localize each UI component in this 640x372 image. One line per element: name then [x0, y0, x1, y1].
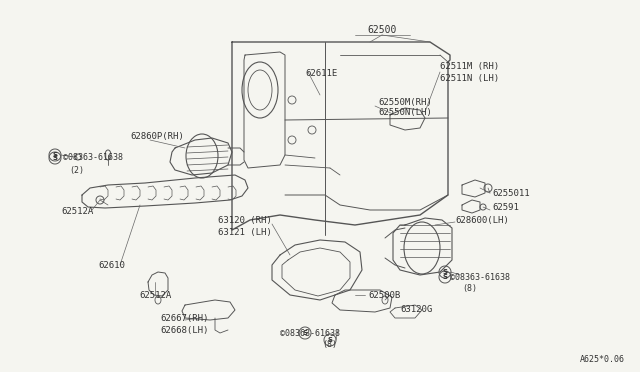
- Text: 62611E: 62611E: [305, 68, 337, 77]
- Text: 62667(RH): 62667(RH): [161, 314, 209, 323]
- Text: ©08363-61638: ©08363-61638: [450, 273, 510, 282]
- Text: 62512A: 62512A: [139, 291, 171, 299]
- Text: S: S: [328, 337, 333, 343]
- Text: 62860P(RH): 62860P(RH): [130, 131, 184, 141]
- Text: 6255011: 6255011: [492, 189, 530, 199]
- Text: 62550N(LH): 62550N(LH): [378, 109, 432, 118]
- Text: S: S: [442, 274, 447, 280]
- Text: 63121 (LH): 63121 (LH): [218, 228, 272, 237]
- Text: (8): (8): [323, 340, 337, 350]
- Text: 62512A: 62512A: [61, 208, 94, 217]
- Text: 63120G: 63120G: [400, 305, 432, 314]
- Text: S: S: [52, 152, 58, 158]
- Text: 62668(LH): 62668(LH): [161, 326, 209, 334]
- Text: 62500: 62500: [367, 25, 397, 35]
- Text: 62610: 62610: [99, 260, 125, 269]
- Text: (2): (2): [70, 166, 84, 174]
- Text: ©08363-61638: ©08363-61638: [63, 154, 123, 163]
- Text: 62550M(RH): 62550M(RH): [378, 97, 432, 106]
- Text: S: S: [52, 155, 58, 161]
- Text: A625*0.06: A625*0.06: [580, 356, 625, 365]
- Text: S: S: [303, 330, 307, 336]
- Text: 62511M (RH): 62511M (RH): [440, 62, 499, 71]
- Text: 63120 (RH): 63120 (RH): [218, 215, 272, 224]
- Text: 62511N (LH): 62511N (LH): [440, 74, 499, 83]
- Text: 62500B: 62500B: [368, 292, 400, 301]
- Text: S: S: [442, 269, 447, 275]
- Text: ©08363-61638: ©08363-61638: [280, 328, 340, 337]
- Text: 628600(LH): 628600(LH): [455, 215, 509, 224]
- Text: 62591: 62591: [492, 202, 519, 212]
- Text: (8): (8): [463, 285, 477, 294]
